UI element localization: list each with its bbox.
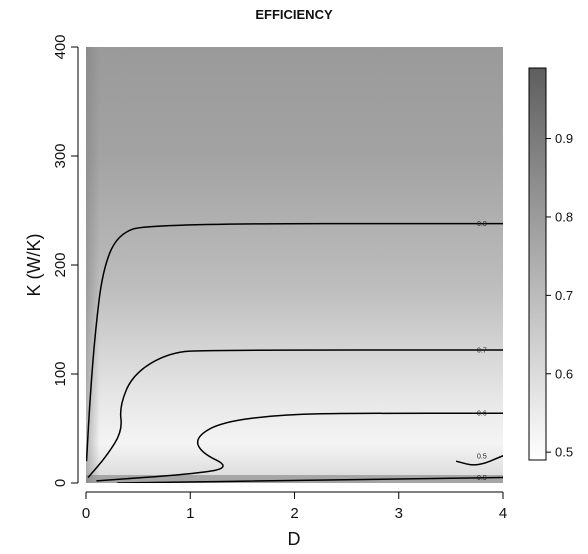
colorbar-gradient (528, 67, 547, 461)
contour-line-0.7 (87, 349, 503, 479)
contour-labels: 0.8 0.7 0.6 0.5 0.9 (477, 221, 487, 482)
heatmap-left-shade (86, 47, 100, 483)
y-axis: 0 100 200 300 400 (52, 34, 79, 487)
heatmap-fill (86, 47, 503, 483)
x-axis-title: D (288, 529, 301, 549)
x-tick-label: 1 (186, 505, 194, 522)
contour-label-0.5: 0.5 (477, 453, 487, 460)
x-tick-label: 4 (499, 505, 507, 522)
contour-label-0.6: 0.6 (477, 411, 487, 418)
contour-label-0.9: 0.9 (477, 475, 487, 482)
x-axis: 0 1 2 3 4 (82, 491, 507, 522)
y-tick-label: 400 (52, 34, 69, 59)
colorbar-ticks: 0.5 0.6 0.7 0.8 0.9 (546, 131, 573, 460)
contour-line-0.8 (86, 222, 503, 462)
colorbar-tick-label: 0.5 (555, 445, 573, 460)
heatmap-bottom-band (86, 475, 503, 483)
contour-line-0.6 (96, 412, 503, 482)
x-ticks: 0 1 2 3 4 (82, 492, 507, 522)
y-tick-label: 100 (52, 361, 69, 386)
contour-lines (86, 222, 503, 483)
y-ticks: 0 100 200 300 400 (52, 34, 78, 487)
chart-title: EFFICIENCY (255, 7, 333, 22)
contour-line-0.5 (455, 455, 503, 466)
x-tick-label: 3 (395, 505, 403, 522)
colorbar: 0.5 0.6 0.7 0.8 0.9 (528, 67, 573, 461)
colorbar-tick-label: 0.9 (555, 131, 573, 146)
contour-label-0.7: 0.7 (477, 348, 487, 355)
y-tick-label: 0 (52, 479, 69, 487)
y-tick-label: 200 (52, 252, 69, 277)
y-axis-title: K (W/K) (24, 234, 44, 297)
contour-label-0.8: 0.8 (477, 221, 487, 228)
colorbar-tick-label: 0.7 (555, 288, 573, 303)
y-tick-label: 300 (52, 143, 69, 168)
contour-line-0.9 (117, 476, 503, 483)
x-tick-label: 0 (82, 505, 90, 522)
x-tick-label: 2 (290, 505, 298, 522)
colorbar-tick-label: 0.6 (555, 366, 573, 381)
heatmap-area (86, 47, 503, 483)
colorbar-tick-label: 0.8 (555, 209, 573, 224)
